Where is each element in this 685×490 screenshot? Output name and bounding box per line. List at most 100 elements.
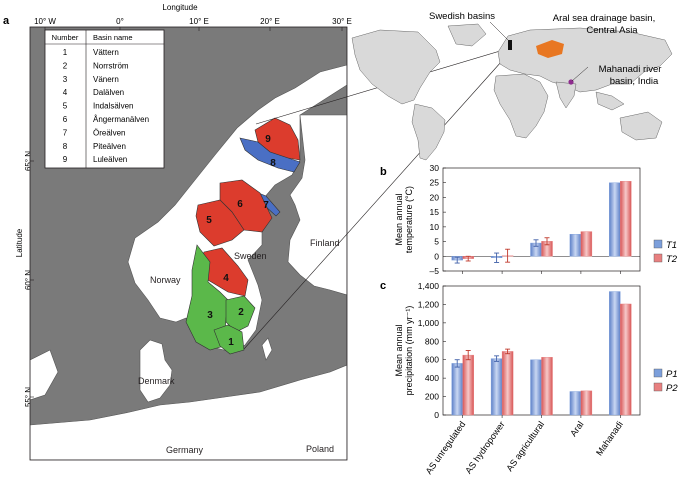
place-label-denmark: Denmark — [138, 376, 175, 386]
world-label-mahanadi: Mahanadi river basin, India — [599, 64, 662, 87]
y-axis-label: precipitation (mm yr⁻¹) — [404, 306, 414, 396]
world-label-aral: Aral sea drainage basin, Central Asia — [553, 13, 655, 36]
world-map: Swedish basins Aral sea drainage basin, C… — [351, 11, 673, 161]
legend-label: T1 — [666, 240, 677, 251]
table-cell: 5 — [63, 102, 68, 111]
table-cell: 2 — [63, 61, 68, 70]
lon-tick-label: 30° E — [332, 17, 352, 26]
place-label-poland: Poland — [306, 444, 334, 454]
table-cell: 4 — [63, 88, 68, 97]
bar — [620, 181, 632, 257]
map-axis-title-y: Latitude — [15, 228, 24, 257]
bar — [501, 351, 514, 416]
lon-tick-label: 10° W — [34, 17, 56, 26]
lat-tick-label: 60° N — [24, 270, 33, 290]
table-cell: Dalälven — [93, 88, 124, 97]
basin-2 — [225, 295, 256, 333]
land-denmark — [139, 339, 173, 403]
bar — [541, 357, 553, 416]
lon-tick-label: 0° — [116, 17, 124, 26]
y-tick-label: 400 — [425, 373, 439, 383]
x-tick-label: Aral — [568, 419, 585, 438]
place-label-sweden: Sweden — [234, 251, 267, 261]
bar — [609, 182, 621, 257]
swedish-basins-marker — [508, 40, 512, 50]
world-land-india — [555, 81, 577, 109]
bar — [620, 303, 632, 416]
table-cell: Vänern — [93, 75, 119, 84]
bar — [580, 390, 593, 416]
lat-tick-label: 55° N — [24, 387, 33, 407]
basin-number: 1 — [228, 337, 234, 348]
x-tick-label: AS unregulated — [424, 419, 468, 476]
lon-tick-label: 20° E — [260, 17, 280, 26]
legend-swatch — [653, 382, 663, 392]
x-tick-label: AS hydropower — [463, 419, 506, 475]
legend-label: P2 — [666, 383, 678, 394]
world-land-africa — [493, 73, 549, 139]
y-tick-label: –5 — [430, 266, 440, 276]
legend-swatch — [653, 253, 663, 263]
basin-number: 4 — [223, 273, 229, 284]
basin-number: 5 — [206, 215, 212, 226]
table-header: Basin name — [93, 33, 133, 42]
basin-number: 7 — [263, 200, 269, 211]
y-tick-label: 5 — [434, 237, 439, 247]
world-land-south-america — [411, 103, 446, 161]
world-label-swedish: Swedish basins — [429, 11, 495, 22]
aral-basin-marker — [536, 40, 564, 58]
legend-swatch — [653, 368, 663, 378]
y-tick-label: 20 — [430, 192, 440, 202]
y-axis-label: Mean annual — [394, 324, 404, 376]
bar — [530, 359, 542, 416]
table-cell: Piteälven — [93, 142, 126, 151]
y-tick-label: 25 — [430, 178, 440, 188]
place-label-germany: Germany — [166, 445, 204, 455]
basin-number: 3 — [207, 310, 213, 321]
land-continent — [30, 364, 347, 460]
table-cell: Norrström — [93, 61, 129, 70]
table-cell: 8 — [63, 142, 68, 151]
basin-number: 9 — [265, 134, 271, 145]
table-cell: Indalsälven — [93, 102, 133, 111]
table-cell: 9 — [63, 155, 68, 164]
basin-table: Number Basin name 1 Vättern 2 Norrström 3 Vän… — [44, 29, 165, 169]
x-tick-label: AS agricultural — [504, 419, 546, 473]
world-land-seasia — [595, 91, 625, 111]
chart-temperature: 30 25 20 15 10 5 0 –5 Mean annual temperature (°C… — [394, 163, 678, 276]
legend-swatch — [653, 239, 663, 249]
land-finland — [287, 114, 347, 296]
place-label-norway: Norway — [150, 275, 181, 285]
land-britain — [30, 349, 59, 401]
panel-label-a: a — [3, 15, 10, 27]
y-tick-label: 600 — [425, 355, 439, 365]
basin-number: 2 — [238, 307, 244, 318]
basin-number: 8 — [270, 158, 276, 169]
table-header: Number — [52, 33, 79, 42]
y-axis-label: temperature (°C) — [404, 186, 414, 253]
scandinavia-map: Longitude Latitude 10° W 0° 10° E 20° E … — [15, 3, 352, 461]
map-axis-title-x: Longitude — [162, 3, 198, 12]
table-cell: Vättern — [93, 48, 119, 57]
y-tick-label: 1,200 — [418, 299, 440, 309]
table-cell: 3 — [63, 75, 68, 84]
y-tick-label: 200 — [425, 392, 439, 402]
bar — [569, 234, 582, 257]
bar — [609, 291, 621, 416]
chart-precipitation: 1,400 1,200 1,000 800 600 400 200 0 Mean annual p… — [394, 281, 678, 476]
world-land-greenland — [447, 23, 487, 47]
lat-tick-label: 65° N — [24, 151, 33, 171]
y-tick-label: 10 — [430, 222, 440, 232]
y-tick-label: 0 — [434, 251, 439, 261]
y-axis-label: Mean annual — [394, 193, 404, 245]
world-land-america — [351, 29, 441, 105]
table-cell: 6 — [63, 115, 68, 124]
y-tick-label: 15 — [430, 207, 440, 217]
y-tick-label: 1,400 — [418, 281, 440, 291]
basin-number: 6 — [237, 199, 243, 210]
table-cell: Ångermanälven — [93, 115, 149, 124]
place-label-finland: Finland — [310, 238, 340, 248]
legend-label: P1 — [666, 369, 678, 380]
basin-1 — [213, 324, 245, 355]
